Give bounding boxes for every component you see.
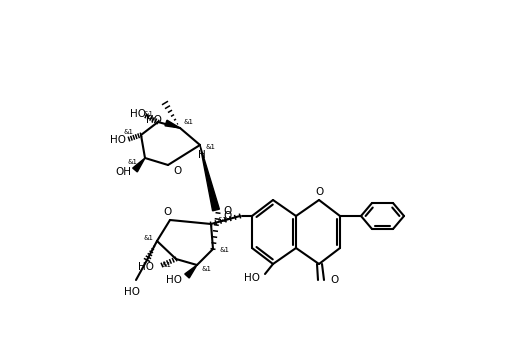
Text: &1: &1 (144, 111, 154, 117)
Text: HO: HO (110, 135, 126, 145)
Text: &1: &1 (127, 159, 137, 165)
Text: HO: HO (124, 287, 140, 297)
Text: &1: &1 (162, 262, 172, 268)
Text: O: O (174, 166, 182, 176)
Text: &1: &1 (184, 119, 194, 125)
Polygon shape (185, 265, 197, 278)
Text: OH: OH (115, 167, 131, 177)
Text: HO: HO (130, 109, 146, 119)
Text: O: O (163, 207, 171, 217)
Text: O: O (330, 275, 338, 285)
Text: &1: &1 (143, 235, 153, 241)
Text: HO: HO (244, 273, 260, 283)
Text: H: H (198, 150, 206, 160)
Text: HO: HO (166, 275, 182, 285)
Text: &1: &1 (220, 247, 230, 253)
Text: HO: HO (146, 115, 162, 125)
Text: &1: &1 (217, 217, 227, 223)
Polygon shape (165, 120, 180, 128)
Text: O: O (223, 206, 231, 216)
Text: HO: HO (138, 262, 154, 272)
Text: &1: &1 (206, 144, 216, 150)
Text: &1: &1 (202, 266, 212, 272)
Text: O: O (224, 211, 232, 221)
Text: O: O (315, 187, 323, 197)
Polygon shape (200, 145, 220, 211)
Text: &1: &1 (123, 129, 133, 135)
Polygon shape (133, 158, 145, 172)
